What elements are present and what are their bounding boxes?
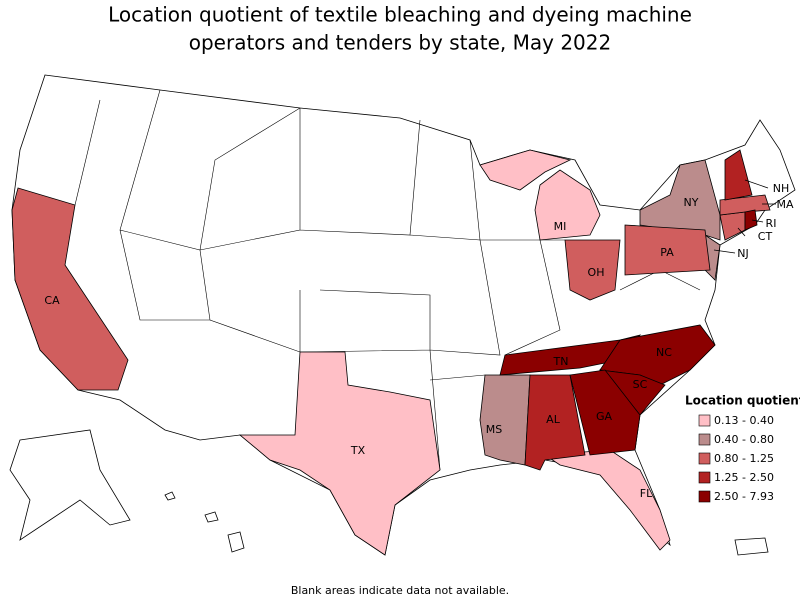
state bbox=[744, 209, 758, 231]
state-label: NH bbox=[773, 182, 790, 195]
state-label: TX bbox=[350, 444, 366, 457]
legend-label: 0.80 - 1.25 bbox=[714, 452, 774, 465]
state bbox=[534, 169, 601, 241]
legend-swatch bbox=[698, 433, 711, 446]
legend-title: Location quotient bbox=[685, 394, 800, 408]
state bbox=[11, 187, 129, 391]
puerto-rico bbox=[734, 537, 769, 556]
state-label: MS bbox=[486, 423, 502, 436]
leader-lines bbox=[713, 179, 776, 254]
title-line: Location quotient of textile bleaching a… bbox=[108, 3, 692, 27]
state bbox=[479, 374, 531, 466]
state-label: MA bbox=[776, 198, 793, 211]
state-label: TN bbox=[553, 355, 569, 368]
state-label: CT bbox=[758, 230, 773, 243]
state bbox=[238, 351, 441, 556]
state-label: NJ bbox=[737, 247, 748, 260]
state bbox=[564, 239, 621, 301]
state-label: GA bbox=[596, 410, 613, 423]
state-label: PA bbox=[660, 246, 674, 259]
legend-swatch bbox=[698, 414, 711, 427]
footnote: Blank areas indicate data not available. bbox=[291, 584, 509, 597]
alaska bbox=[9, 429, 131, 541]
state-label: RI bbox=[766, 217, 777, 230]
legend-label: 0.40 - 0.80 bbox=[714, 433, 774, 446]
legend-label: 1.25 - 2.50 bbox=[714, 471, 774, 484]
state-label: NC bbox=[656, 346, 672, 359]
legend-label: 0.13 - 0.40 bbox=[714, 414, 774, 427]
legend-label: 2.50 - 7.93 bbox=[714, 490, 774, 503]
title-line: operators and tenders by state, May 2022 bbox=[189, 31, 611, 55]
state-label: NY bbox=[684, 196, 699, 209]
state-label: SC bbox=[633, 378, 648, 391]
state-label: FL bbox=[640, 487, 653, 500]
state bbox=[719, 194, 771, 216]
state-label: CA bbox=[44, 294, 60, 307]
legend-swatch bbox=[698, 490, 711, 503]
state bbox=[569, 369, 641, 456]
state-borders bbox=[74, 89, 701, 471]
legend-swatch bbox=[698, 471, 711, 484]
state-label: OH bbox=[588, 266, 605, 279]
state bbox=[479, 149, 572, 191]
state bbox=[543, 449, 671, 551]
hawaii bbox=[164, 491, 245, 553]
state-label: AL bbox=[546, 413, 561, 426]
legend-swatch bbox=[698, 452, 711, 465]
state-label: MI bbox=[554, 220, 567, 233]
state bbox=[724, 149, 753, 201]
state bbox=[624, 224, 711, 276]
